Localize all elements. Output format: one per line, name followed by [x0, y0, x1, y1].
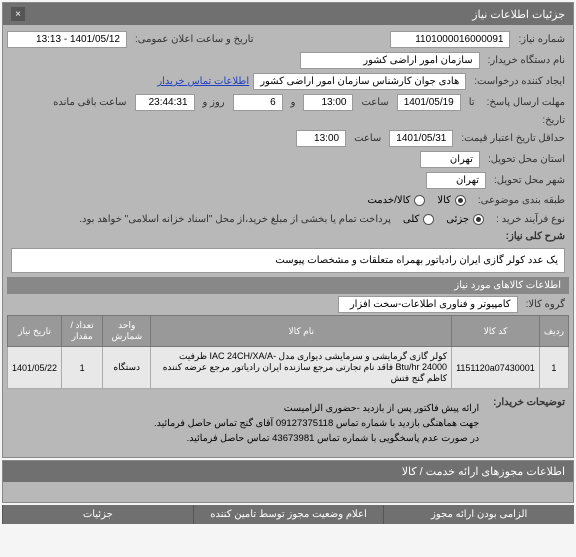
buyer-contact-link[interactable]: اطلاعات تماس خریدار: [157, 76, 249, 87]
th-row: ردیف: [539, 316, 568, 347]
radio-goods-label: کالا: [437, 195, 451, 206]
public-date-label: تاریخ و ساعت اعلان عمومی:: [131, 34, 258, 45]
section2-panel: اطلاعات مجوزهای ارائه خدمت / کالا: [2, 460, 574, 503]
validity-time: 13:00: [296, 130, 346, 147]
table-row: 1 1151120a07430001 کولر گازی گرمایشی و س…: [8, 347, 569, 389]
group-label: گروه کالا:: [522, 299, 569, 310]
desc-label: شرح کلی نیاز:: [502, 231, 569, 242]
notes-label: توضیحات خریدار:: [489, 397, 569, 408]
bottom-col-3: جزئیات: [2, 505, 193, 524]
category-label: طبقه بندی موضوعی:: [474, 195, 569, 206]
and-label: و: [287, 97, 300, 108]
bottom-col-2: اعلام وضعیت مجوز توسط تامین کننده: [193, 505, 384, 524]
days-value: 6: [233, 94, 283, 111]
th-unit: واحد شمارش: [103, 316, 151, 347]
delivery-prov-label: استان محل تحویل:: [484, 154, 569, 165]
radio-full-label: کلی: [403, 214, 419, 225]
th-date: تاریخ نیاز: [8, 316, 62, 347]
radio-service-label: کالا/خدمت: [367, 195, 410, 206]
delivery-city-label: شهر محل تحویل:: [490, 175, 569, 186]
note-line-1: ارائه پیش فاکتور پس از بازدید -حضوری الز…: [154, 401, 479, 416]
close-icon[interactable]: ×: [11, 7, 25, 21]
validity-label: حداقل تاریخ اعتبار قیمت:: [457, 133, 569, 144]
deadline-time: 13:00: [303, 94, 353, 111]
items-table: ردیف کد کالا نام کالا واحد شمارش تعداد /…: [7, 315, 569, 389]
main-panel: جزئیات اطلاعات نیاز × شماره نیاز: 110100…: [2, 2, 574, 458]
desc-box: یک عدد کولر گازی ایران رادیاتور بهمراه م…: [11, 248, 565, 273]
category-radios: کالا کالا/خدمت: [363, 193, 469, 208]
org-value: سازمان امور اراضی کشور: [300, 52, 480, 69]
days-label: روز و: [199, 97, 229, 108]
time-label-1: ساعت: [357, 97, 392, 108]
items-header: اطلاعات کالاهای مورد نیاز: [7, 277, 569, 294]
need-no-label: شماره نیاز:: [514, 34, 569, 45]
radio-partial[interactable]: جزئی: [446, 214, 484, 225]
radio-goods[interactable]: کالا: [437, 195, 466, 206]
delivery-city: تهران: [426, 172, 486, 189]
note-line-2: جهت هماهنگی بازدید با شماره تماس 0912737…: [154, 416, 479, 431]
th-qty: تعداد / مقدار: [62, 316, 103, 347]
note-line-3: در صورت عدم پاسخگویی با شماره تماس 43673…: [154, 431, 479, 446]
td-qty: 1: [62, 347, 103, 389]
remain-label: ساعت باقی مانده: [49, 97, 130, 108]
table-header-row: ردیف کد کالا نام کالا واحد شمارش تعداد /…: [8, 316, 569, 347]
group-value: کامپیوتر و فناوری اطلاعات-سخت افزار: [338, 296, 518, 313]
creator-label: ایجاد کننده درخواست:: [470, 76, 569, 87]
deadline-date: 1401/05/19: [397, 94, 461, 111]
process-radios: جزئی کلی: [399, 212, 488, 227]
remain-time: 23:44:31: [135, 94, 195, 111]
td-idx: 1: [539, 347, 568, 389]
section2-header: اطلاعات مجوزهای ارائه خدمت / کالا: [3, 461, 573, 482]
section2-title: اطلاعات مجوزهای ارائه خدمت / کالا: [402, 465, 565, 478]
td-date: 1401/05/22: [8, 347, 62, 389]
td-name: کولر گازی گرمایشی و سرمایشی دیواری مدل -…: [151, 347, 452, 389]
org-label: نام دستگاه خریدار:: [484, 55, 569, 66]
bottom-bar: الزامی بودن ارائه مجوز اعلام وضعیت مجوز …: [2, 505, 574, 524]
radio-full[interactable]: کلی: [403, 214, 434, 225]
td-code: 1151120a07430001: [452, 347, 540, 389]
radio-service[interactable]: کالا/خدمت: [367, 195, 425, 206]
radio-service-icon: [414, 195, 425, 206]
radio-full-icon: [423, 214, 434, 225]
panel-body: شماره نیاز: 1101000016000091 تاریخ و ساع…: [3, 25, 573, 457]
radio-partial-label: جزئی: [446, 214, 469, 225]
th-name: نام کالا: [151, 316, 452, 347]
process-label: نوع فرآیند خرید :: [492, 214, 569, 225]
time-label-2: ساعت: [350, 133, 385, 144]
public-date-value: 1401/05/12 - 13:13: [7, 31, 127, 48]
creator-value: هادی جوان کارشناس سازمان امور اراضی کشور: [253, 73, 466, 90]
validity-date: 1401/05/31: [389, 130, 453, 147]
td-unit: دستگاه: [103, 347, 151, 389]
delivery-prov: تهران: [420, 151, 480, 168]
need-no-value: 1101000016000091: [390, 31, 510, 48]
radio-goods-icon: [455, 195, 466, 206]
radio-partial-icon: [473, 214, 484, 225]
until-label: تا: [465, 97, 479, 108]
payment-note: پرداخت تمام یا بخشی از مبلغ خرید،از محل …: [75, 214, 395, 225]
panel-header: جزئیات اطلاعات نیاز ×: [3, 3, 573, 25]
bottom-col-1: الزامی بودن ارائه مجوز: [383, 505, 574, 524]
deadline-label: مهلت ارسال پاسخ:: [483, 97, 569, 108]
date-colon-1: تاریخ:: [538, 115, 569, 126]
notes-text: ارائه پیش فاکتور پس از بازدید -حضوری الز…: [148, 397, 485, 451]
th-code: کد کالا: [452, 316, 540, 347]
panel-title: جزئیات اطلاعات نیاز: [472, 8, 565, 21]
